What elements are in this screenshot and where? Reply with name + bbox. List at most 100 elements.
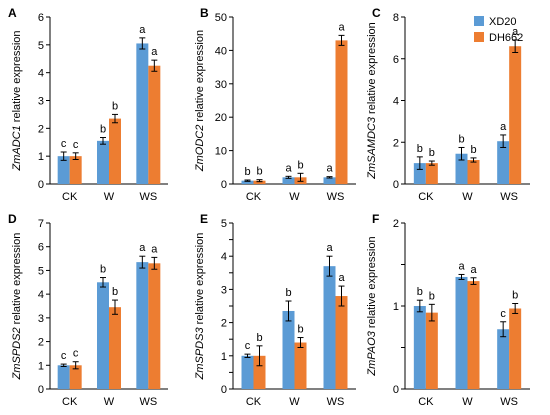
bar-dh662 — [467, 159, 480, 184]
y-tick-label: 1 — [393, 301, 399, 313]
y-axis-label-gene: ZmODC2 — [194, 125, 206, 172]
y-tick-label: 2 — [221, 318, 227, 330]
panel-a: A 0 1 2 3 4 5 6 ZmADC1 relative expression CK c c Wb… — [8, 6, 168, 203]
bar-xd20 — [136, 43, 149, 184]
significance-letter: b — [244, 166, 250, 178]
y-axis-label-suffix: relative expression — [194, 233, 206, 328]
y-tick-label: 6 — [393, 54, 399, 66]
legend-swatch-dh662 — [474, 32, 484, 42]
y-tick-label: 0 — [221, 384, 227, 396]
significance-letter: b — [470, 144, 476, 156]
x-tick-label: CK — [246, 191, 262, 203]
significance-letter: a — [338, 272, 345, 284]
significance-letter: b — [417, 143, 423, 155]
significance-letter: a — [139, 242, 146, 254]
significance-letter: c — [73, 139, 79, 151]
y-axis-label-gene: ZmSAMDC3 — [366, 116, 378, 180]
significance-letter: c — [61, 138, 67, 150]
significance-letter: a — [326, 242, 333, 254]
significance-letter: b — [100, 264, 106, 276]
y-tick-label: 7 — [38, 218, 44, 230]
bar-xd20 — [136, 262, 149, 389]
y-axis-label-suffix: relative expression — [11, 30, 23, 125]
significance-letter: c — [73, 348, 79, 360]
y-tick-label: 4 — [393, 96, 399, 108]
y-tick-label: 4 — [38, 68, 44, 80]
y-tick-label: 10 — [215, 146, 227, 158]
significance-letter: a — [151, 46, 158, 58]
significance-letter: b — [285, 287, 291, 299]
y-tick-label: 1 — [38, 360, 44, 372]
panel-letter: C — [372, 6, 381, 20]
y-tick-label: 6 — [38, 12, 44, 24]
y-axis-label-suffix: relative expression — [366, 22, 378, 117]
significance-letter: b — [256, 166, 262, 178]
bar-xd20 — [241, 180, 254, 184]
x-tick-label: W — [104, 191, 115, 203]
y-tick-label: 6 — [38, 242, 44, 254]
y-axis-label: ZmSPDS3 relative expression — [194, 233, 206, 381]
bar-xd20 — [455, 276, 468, 389]
bar-xd20 — [323, 266, 336, 389]
bar-xd20 — [497, 141, 510, 184]
bar-dh662 — [425, 312, 438, 389]
x-tick-label: W — [289, 191, 300, 203]
x-tick-label: W — [462, 396, 473, 408]
y-tick-label: 20 — [215, 112, 227, 124]
y-tick-label: 0 — [38, 384, 44, 396]
bar-dh662 — [109, 307, 121, 389]
y-axis-label: ZmODC2 relative expression — [194, 30, 206, 172]
significance-letter: c — [245, 340, 251, 352]
significance-letter: b — [512, 290, 518, 302]
bar-xd20 — [241, 355, 254, 389]
bar-dh662 — [148, 263, 161, 389]
y-axis-label: ZmPAO3 relative expression — [366, 236, 378, 376]
panel-letter: B — [200, 6, 209, 20]
significance-letter: a — [285, 162, 292, 174]
bar-dh662 — [109, 118, 121, 184]
y-axis-label-suffix: relative expression — [366, 236, 378, 331]
bar-xd20 — [57, 365, 70, 389]
y-axis-label-suffix: relative expression — [194, 30, 206, 125]
significance-letter: a — [338, 21, 345, 33]
y-axis-label: ZmADC1 relative expression — [11, 30, 23, 171]
legend-label-xd20: XD20 — [489, 16, 517, 28]
bar-dh662 — [294, 342, 307, 389]
x-tick-label: CK — [62, 191, 78, 203]
bar-dh662 — [335, 296, 348, 389]
x-tick-label: WS — [327, 396, 345, 408]
significance-letter: b — [297, 159, 303, 171]
panel-letter: D — [8, 212, 17, 226]
significance-letter: b — [429, 290, 435, 302]
y-tick-label: 2 — [393, 137, 399, 149]
y-tick-label: 5 — [38, 40, 44, 52]
x-tick-label: WS — [327, 191, 345, 203]
bar-dh662 — [509, 46, 522, 184]
y-tick-label: 50 — [215, 12, 227, 24]
panel-d: D 0 1 2 3 4 5 6 7 ZmSPDS2 relative expression CK c c… — [8, 212, 168, 408]
bar-dh662 — [148, 65, 161, 184]
y-tick-label: 5 — [38, 265, 44, 277]
y-tick-label: 0 — [393, 384, 399, 396]
bar-xd20 — [497, 329, 510, 389]
y-tick-label: 3 — [38, 313, 44, 325]
panel-letter: F — [372, 212, 379, 226]
bar-dh662 — [253, 180, 266, 184]
y-axis-label-gene: ZmPAO3 — [366, 330, 378, 376]
x-tick-label: W — [104, 396, 115, 408]
significance-letter: a — [512, 26, 519, 38]
x-tick-label: W — [289, 396, 300, 408]
y-axis-label-gene: ZmSPDS2 — [11, 327, 23, 380]
significance-letter: a — [326, 163, 333, 175]
bar-xd20 — [97, 140, 109, 184]
y-axis-label: ZmSAMDC3 relative expression — [366, 22, 378, 180]
bar-dh662 — [253, 355, 266, 389]
bar-dh662 — [467, 281, 480, 389]
significance-letter: b — [100, 124, 106, 136]
panel-b: B 0 10 20 30 40 50 ZmODC2 relative expression CK… — [194, 6, 356, 203]
bar-xd20 — [282, 310, 295, 389]
